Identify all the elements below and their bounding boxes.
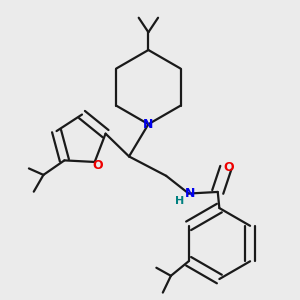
- Text: H: H: [175, 196, 184, 206]
- Text: O: O: [92, 159, 103, 172]
- Text: O: O: [224, 161, 234, 174]
- Text: N: N: [185, 187, 196, 200]
- Text: N: N: [143, 118, 154, 131]
